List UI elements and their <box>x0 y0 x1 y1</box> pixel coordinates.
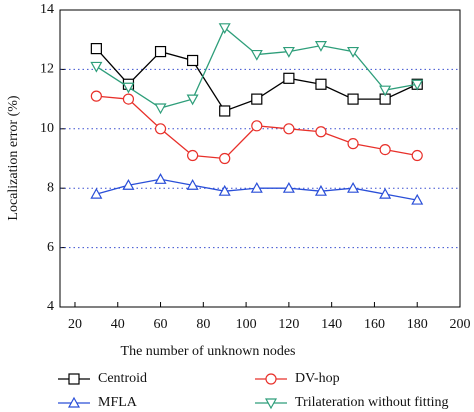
legend-label: Trilateration without fitting <box>295 395 448 410</box>
data-point <box>379 143 391 156</box>
data-point <box>314 41 327 52</box>
x-tick-label: 20 <box>68 317 82 332</box>
data-point <box>122 82 135 94</box>
y-tick-label: 4 <box>47 299 54 314</box>
data-point <box>187 54 199 67</box>
data-point <box>218 184 231 196</box>
data-point <box>347 138 359 150</box>
legend-label: DV-hop <box>295 371 340 386</box>
legend-marker <box>67 396 81 408</box>
data-point <box>283 123 295 135</box>
data-point <box>250 181 263 193</box>
x-tick-label: 200 <box>450 317 471 332</box>
data-point <box>90 43 102 55</box>
plot-frame <box>59 9 461 308</box>
data-point <box>251 93 263 105</box>
data-point <box>250 49 263 61</box>
y-tick-label: 12 <box>40 62 54 77</box>
data-point <box>122 93 135 105</box>
data-point <box>347 93 359 105</box>
data-point <box>411 149 423 162</box>
x-tick-label: 60 <box>154 317 168 332</box>
data-point <box>218 23 231 35</box>
data-point <box>154 45 167 58</box>
x-tick-label: 140 <box>321 317 342 332</box>
y-tick-label: 8 <box>47 180 54 195</box>
y-axis-label: Localization error (%) <box>6 95 21 220</box>
data-point <box>315 126 327 138</box>
data-point <box>283 72 295 84</box>
data-point <box>90 187 103 199</box>
data-point <box>282 181 295 193</box>
data-point <box>154 103 167 115</box>
data-point <box>282 46 295 58</box>
data-point <box>219 152 231 165</box>
data-point <box>186 178 199 190</box>
x-tick-label: 100 <box>236 317 257 332</box>
data-point <box>314 184 327 196</box>
x-tick-label: 80 <box>196 317 210 332</box>
x-axis-label: The number of unknown nodes <box>121 344 296 359</box>
legend-label: Centroid <box>98 371 147 386</box>
y-tick-label: 6 <box>47 240 54 255</box>
data-point <box>90 61 103 73</box>
data-point <box>379 187 392 199</box>
legend-marker <box>68 373 80 385</box>
x-tick-label: 120 <box>278 317 299 332</box>
data-point <box>315 78 327 90</box>
data-point <box>90 90 102 102</box>
y-tick-label: 14 <box>40 2 54 17</box>
data-point <box>347 46 360 58</box>
data-point <box>154 173 167 184</box>
data-point <box>122 178 135 190</box>
y-tick-label: 10 <box>40 121 54 136</box>
data-point <box>347 181 360 193</box>
legend-marker <box>265 373 277 385</box>
data-point <box>411 79 424 91</box>
x-tick-label: 40 <box>111 317 125 332</box>
data-point <box>154 123 167 135</box>
data-point <box>411 193 424 205</box>
x-tick-label: 180 <box>407 317 428 332</box>
legend-label: MFLA <box>98 395 138 410</box>
data-point <box>187 149 199 162</box>
data-point <box>186 94 199 106</box>
data-point <box>251 120 263 132</box>
legend-marker <box>264 398 278 410</box>
x-tick-label: 160 <box>364 317 385 332</box>
data-point <box>379 85 392 97</box>
data-point <box>219 105 231 117</box>
